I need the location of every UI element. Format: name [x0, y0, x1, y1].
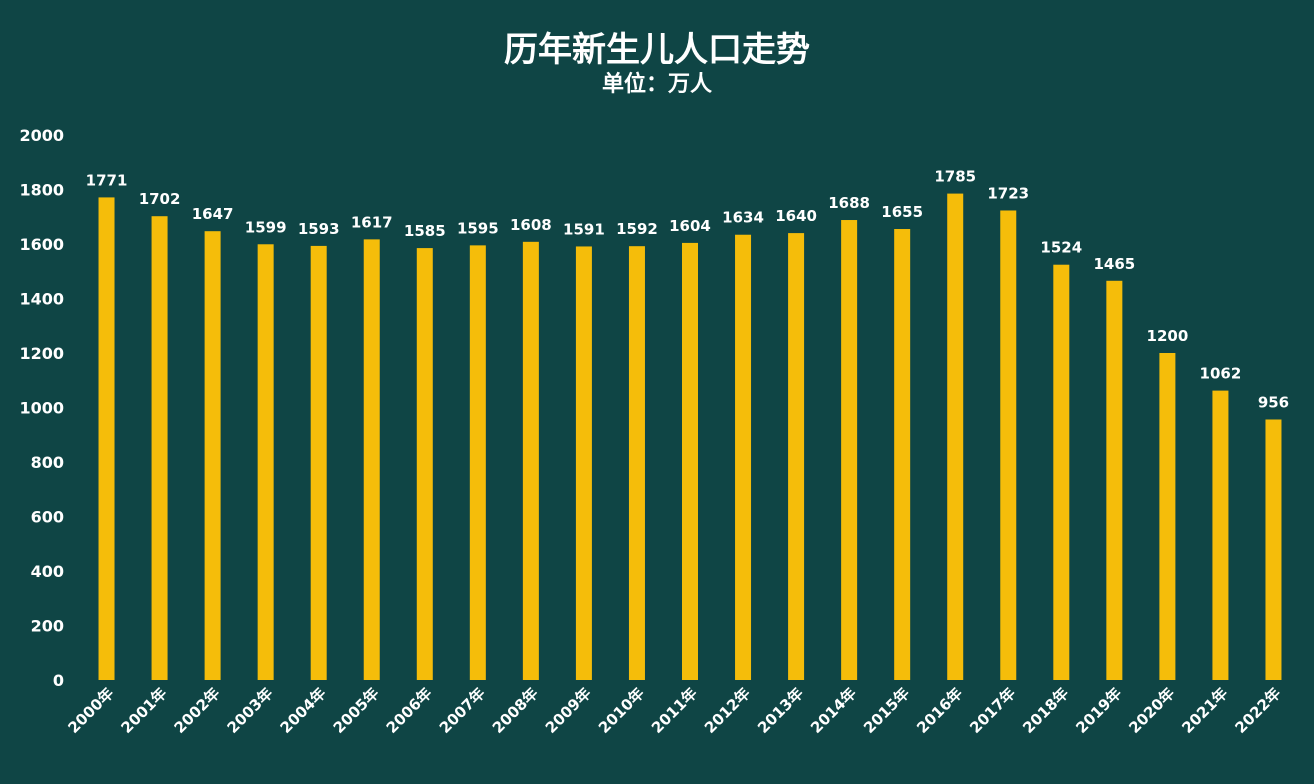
x-tick-label: 2005年	[330, 684, 383, 737]
bar	[841, 220, 858, 680]
bar	[894, 229, 911, 680]
bar	[947, 193, 964, 680]
x-tick-label: 2002年	[171, 684, 224, 737]
data-label: 1702	[139, 190, 181, 208]
x-tick-label: 2009年	[542, 684, 595, 737]
y-tick-label: 1400	[19, 290, 64, 309]
data-label: 1634	[722, 209, 764, 227]
y-tick-label: 1800	[19, 181, 64, 200]
bar	[1053, 264, 1070, 680]
bar	[257, 244, 274, 680]
data-label: 1688	[828, 194, 870, 212]
x-tick-label: 2001年	[118, 684, 171, 737]
bar	[1106, 280, 1123, 680]
data-label: 1591	[563, 220, 605, 238]
bar	[575, 246, 592, 680]
x-tick-label: 2021年	[1178, 684, 1231, 737]
bar	[469, 245, 486, 681]
data-label: 1200	[1147, 327, 1189, 345]
x-tick-label: 2016年	[913, 684, 966, 737]
y-tick-label: 200	[31, 617, 64, 636]
bar	[788, 233, 805, 680]
data-label: 1599	[245, 218, 287, 236]
data-labels-group: 1771 1702 1647 1599 1593 1617 1585 1595 1608 1591…	[86, 168, 1289, 412]
x-tick-label: 2006年	[383, 684, 436, 737]
bar	[522, 241, 539, 680]
bar	[416, 248, 433, 680]
y-tick-label: 1000	[19, 399, 64, 418]
bar	[310, 245, 327, 680]
x-tick-label: 2019年	[1072, 684, 1125, 737]
data-label: 1592	[616, 220, 658, 238]
data-label: 1585	[404, 222, 446, 240]
chart-subtitle: 单位：万人	[601, 72, 712, 97]
data-label: 1771	[86, 171, 128, 189]
bar	[628, 246, 645, 680]
bar	[735, 234, 752, 681]
y-tick-label: 1600	[19, 235, 64, 254]
x-tick-label: 2004年	[277, 684, 330, 737]
x-tick-label: 2003年	[224, 684, 277, 737]
data-label: 1723	[987, 184, 1029, 202]
data-label: 1608	[510, 216, 552, 234]
chart-title: 历年新生儿人口走势	[504, 30, 810, 70]
y-tick-label: 1200	[19, 344, 64, 363]
data-label: 1604	[669, 217, 711, 235]
y-tick-label: 400	[31, 562, 64, 581]
x-axis: 2000年 2001年 2002年 2003年 2004年 2005年 2006年 2007年…	[64, 684, 1284, 737]
x-tick-label: 2014年	[807, 684, 860, 737]
y-tick-label: 0	[53, 671, 64, 690]
y-axis: 0 200 400 600 800 1000 1200 1400 1600 1800 2000	[19, 126, 64, 690]
x-tick-label: 2000年	[64, 684, 117, 737]
data-label: 1655	[881, 203, 923, 221]
x-tick-label: 2013年	[754, 684, 807, 737]
data-label: 1062	[1200, 365, 1242, 383]
bar	[1265, 419, 1282, 680]
bar	[1212, 390, 1229, 680]
x-tick-label: 2022年	[1231, 684, 1284, 737]
data-label: 1524	[1040, 239, 1082, 257]
y-tick-label: 600	[31, 508, 64, 527]
bar	[682, 242, 698, 680]
y-tick-label: 2000	[19, 126, 64, 145]
bar	[204, 231, 221, 680]
bar	[363, 239, 380, 680]
data-label: 1465	[1093, 255, 1135, 273]
data-label: 1593	[298, 220, 340, 238]
x-tick-label: 2008年	[489, 684, 542, 737]
data-label: 1785	[934, 168, 976, 186]
y-tick-label: 800	[31, 453, 64, 472]
data-label: 1595	[457, 219, 499, 237]
data-label: 1617	[351, 213, 393, 231]
x-tick-label: 2007年	[436, 684, 489, 737]
bar	[1000, 210, 1017, 681]
x-tick-label: 2012年	[701, 684, 754, 737]
x-tick-label: 2017年	[966, 684, 1019, 737]
bar	[151, 216, 168, 680]
x-tick-label: 2010年	[595, 684, 648, 737]
x-tick-label: 2018年	[1019, 684, 1072, 737]
data-label: 1640	[775, 207, 817, 225]
bar	[98, 197, 115, 680]
bar	[1159, 353, 1176, 680]
x-tick-label: 2015年	[860, 684, 913, 737]
x-tick-label: 2011年	[648, 684, 701, 737]
bars-group	[98, 193, 1282, 681]
x-tick-label: 2020年	[1125, 684, 1178, 737]
data-label: 1647	[192, 205, 234, 223]
data-label: 956	[1258, 393, 1289, 411]
